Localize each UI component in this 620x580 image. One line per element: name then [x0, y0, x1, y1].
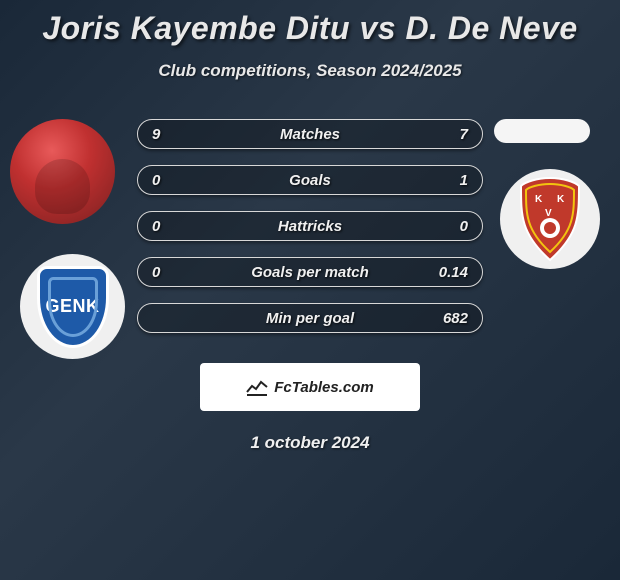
source-badge-label: FcTables.com: [274, 379, 373, 396]
stat-label: Goals: [289, 172, 331, 189]
stat-right-value: 1: [460, 172, 468, 189]
genk-badge-text: GENK: [45, 296, 99, 317]
stat-label: Goals per match: [251, 264, 369, 281]
subtitle: Club competitions, Season 2024/2025: [0, 61, 620, 81]
player-left-avatar: [10, 119, 115, 224]
stat-right-value: 7: [460, 126, 468, 143]
club-right-badge: K K V: [500, 169, 600, 269]
stat-left-value: 0: [152, 218, 160, 235]
svg-text:K: K: [535, 194, 543, 205]
stat-right-value: 682: [443, 310, 468, 327]
stat-left-value: 9: [152, 126, 160, 143]
svg-text:V: V: [545, 208, 552, 219]
kortrijk-shield-icon: K K V: [517, 176, 583, 262]
date-label: 1 october 2024: [10, 433, 610, 453]
club-left-badge: GENK: [20, 254, 125, 359]
chart-icon: [246, 378, 268, 396]
stat-label: Min per goal: [266, 310, 354, 327]
stat-row: Min per goal 682: [137, 303, 483, 333]
page-title: Joris Kayembe Ditu vs D. De Neve: [0, 0, 620, 47]
stat-right-value: 0: [460, 218, 468, 235]
genk-shield-icon: GENK: [37, 266, 109, 348]
stat-row: 0 Hattricks 0: [137, 211, 483, 241]
stat-label: Hattricks: [278, 218, 342, 235]
player-right-avatar: [494, 119, 590, 143]
stat-row: 0 Goals per match 0.14: [137, 257, 483, 287]
stat-right-value: 0.14: [439, 264, 468, 281]
stat-row: 0 Goals 1: [137, 165, 483, 195]
svg-text:K: K: [557, 194, 565, 205]
comparison-panel: GENK K K V 9 Matches 7 0 Goals 1 0 Hattricks 0 0 G…: [0, 119, 620, 453]
stat-left-value: 0: [152, 172, 160, 189]
stat-row: 9 Matches 7: [137, 119, 483, 149]
stat-left-value: 0: [152, 264, 160, 281]
stat-label: Matches: [280, 126, 340, 143]
source-badge: FcTables.com: [200, 363, 420, 411]
